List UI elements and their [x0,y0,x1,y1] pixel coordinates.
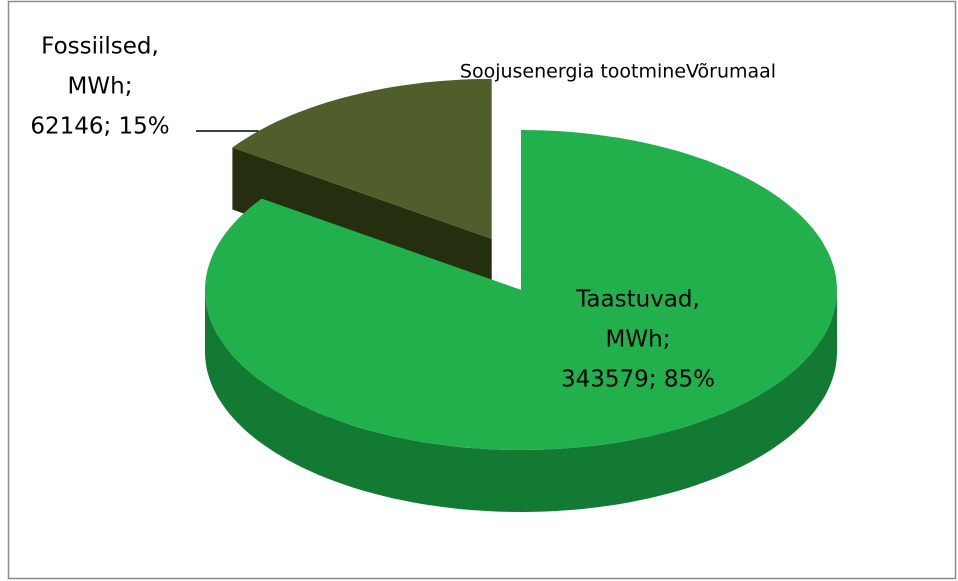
data-label: Taastuvad, [575,287,700,313]
data-label: 62146; 15% [30,114,169,140]
chart-title: Soojusenergia tootmineVõrumaal [460,61,776,83]
data-label: Fossiilsed, [41,34,159,60]
slice-top [205,130,837,450]
data-label: MWh; [68,74,133,100]
pie-slice [205,130,837,512]
data-label: 343579; 85% [561,367,715,393]
data-label: MWh; [606,327,671,353]
slice-top [232,78,492,239]
slice-side [205,290,837,512]
